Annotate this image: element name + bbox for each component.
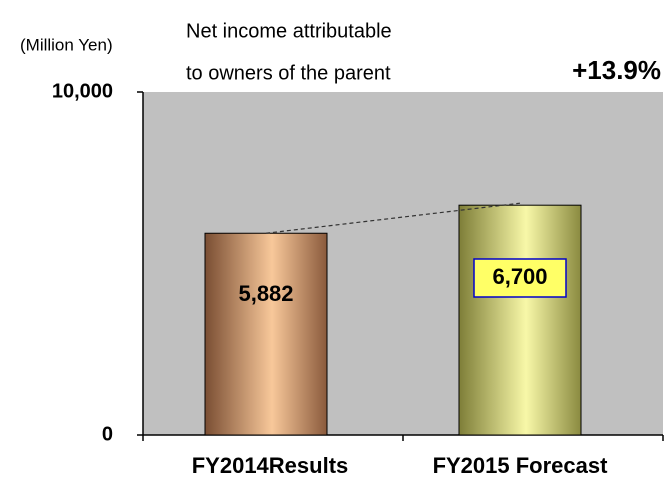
trend-line — [265, 202, 521, 234]
annotation: +13.9% — [572, 55, 661, 85]
x-tick-label: FY2014Results — [192, 453, 349, 478]
value-label-box — [473, 258, 567, 298]
bar — [204, 232, 328, 436]
chart-title: Net income attributable — [186, 20, 392, 42]
unit-label: (Million Yen) — [20, 35, 113, 54]
chart-title: to owners of the parent — [186, 62, 391, 84]
bar — [458, 204, 582, 436]
value-label: 5,882 — [238, 281, 293, 306]
value-label: 6,700 — [492, 264, 547, 289]
y-tick-label: 0 — [102, 423, 113, 445]
x-tick-label: FY2015 Forecast — [433, 453, 609, 478]
y-tick-label: 10,000 — [52, 80, 113, 102]
